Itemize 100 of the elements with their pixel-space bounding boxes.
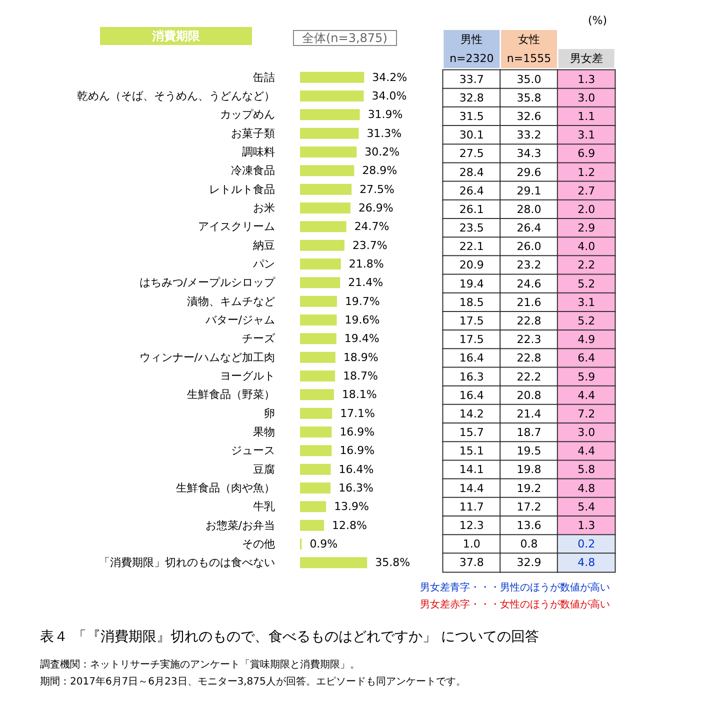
y-tick-label: 果物	[253, 426, 275, 438]
data-label: 16.4	[459, 388, 484, 402]
data-label: 22.2	[516, 370, 542, 384]
y-tick-label: バター/ジャム	[204, 314, 275, 326]
data-label: 30.1	[459, 128, 484, 142]
bar	[300, 90, 364, 102]
data-label: 2.0	[578, 202, 596, 216]
data-label: 33.7	[459, 72, 484, 86]
y-tick-label: 缶詰	[253, 70, 275, 84]
data-label: 24.6	[516, 277, 542, 290]
bar	[300, 240, 344, 251]
data-label: 32.9	[516, 556, 542, 570]
data-label: 20.8	[516, 388, 542, 402]
data-label: 11.7	[459, 500, 484, 514]
data-label: 21.4%	[348, 276, 384, 290]
data-label: 5.2	[578, 277, 596, 290]
data-label: 13.9%	[334, 500, 370, 514]
bar	[300, 520, 324, 531]
data-label: 16.9%	[340, 444, 375, 458]
data-label: 16.3	[459, 370, 484, 384]
data-label: 1.3	[578, 519, 596, 532]
bar	[300, 184, 352, 195]
data-label: 6.9	[578, 147, 596, 160]
data-label: 34.2%	[372, 70, 408, 84]
data-label: 18.5	[459, 296, 484, 309]
data-label: 23.5	[459, 222, 484, 235]
bar	[300, 146, 357, 158]
data-label: 2.7	[578, 184, 596, 198]
data-label: 1.3	[578, 72, 596, 86]
bar	[300, 482, 331, 494]
y-tick-label: 乾めん（そば、そうめん、うどんなど）	[77, 90, 275, 102]
data-label: 32.6	[516, 110, 542, 123]
bar	[300, 258, 341, 270]
y-tick-label: レトルト食品	[209, 182, 275, 196]
data-label: 4.0	[578, 240, 596, 254]
data-label: 16.3%	[338, 482, 374, 494]
data-label: 31.9%	[368, 108, 403, 122]
data-label: 3.1	[578, 296, 596, 309]
bar	[300, 314, 337, 326]
data-label: 21.4	[516, 407, 542, 420]
data-label: 18.7%	[343, 370, 378, 382]
data-label: 14.4	[459, 482, 484, 495]
bar	[300, 445, 332, 456]
data-label: 2.2	[578, 258, 596, 272]
bar	[300, 389, 334, 400]
y-tick-label: 「消費期限」切れのものは食べない	[99, 556, 275, 570]
text: 男女差赤字・・・女性のほうが数値が高い	[420, 598, 610, 610]
data-label: 28.9%	[362, 164, 398, 178]
y-tick-label: 卵	[264, 406, 275, 420]
data-label: 20.9	[459, 258, 484, 272]
y-tick-label: お惣菜/お弁当	[205, 518, 275, 532]
bar	[300, 370, 336, 382]
bar	[300, 296, 337, 307]
data-label: 28.0	[516, 202, 542, 216]
data-label: 4.4	[578, 388, 596, 402]
x-tick-label: 男性 n=2320	[450, 33, 494, 65]
data-label: 16.4%	[338, 462, 374, 476]
text: 男女差青字・・・男性のほうが数値が高い	[420, 582, 610, 594]
data-label: 22.3	[516, 333, 542, 346]
data-label: 26.0	[516, 240, 542, 254]
bar	[300, 408, 332, 419]
x-tick-label: 女性 n=1555	[506, 33, 552, 65]
bar	[300, 557, 368, 568]
y-tick-label: 豆腐	[253, 462, 275, 476]
data-label: 35.8%	[375, 556, 410, 570]
data-label: 32.8	[459, 91, 484, 104]
data-label: 35.8	[516, 91, 542, 104]
bar	[300, 352, 336, 363]
bar	[300, 202, 350, 214]
data-label: 23.2	[516, 258, 542, 272]
bar	[300, 128, 359, 139]
data-label: 1.2	[578, 166, 596, 179]
data-label: 26.4	[516, 222, 542, 235]
bar	[300, 109, 360, 120]
data-label: 6.4	[578, 352, 596, 365]
data-label: 5.2	[578, 314, 596, 328]
data-label: 4.8	[578, 482, 596, 495]
data-label: 15.1	[459, 444, 484, 458]
data-label: 19.2	[516, 482, 542, 495]
data-label: 21.6	[516, 296, 542, 309]
y-tick-label: アイスクリーム	[198, 220, 275, 234]
data-label: 19.7%	[344, 294, 380, 308]
data-label: 17.5	[459, 314, 484, 328]
data-label: 3.1	[578, 128, 596, 142]
data-label: 0.2	[578, 538, 596, 551]
data-label: 14.2	[459, 407, 484, 420]
bar	[300, 464, 331, 475]
data-label: 3.0	[578, 91, 596, 104]
data-label: 27.5%	[360, 182, 395, 196]
y-tick-label: 生鮮食品（野菜）	[187, 388, 275, 402]
data-label: 22.8	[516, 352, 542, 365]
data-label: 28.4	[459, 166, 484, 179]
data-label: 26.4	[459, 184, 484, 198]
data-label: 19.6%	[344, 314, 380, 326]
bar	[300, 221, 346, 232]
y-tick-label: 牛乳	[253, 500, 275, 514]
data-label: 4.4	[578, 444, 596, 458]
data-label: 34.0%	[372, 90, 407, 102]
data-label: 18.1%	[342, 388, 377, 402]
bar	[300, 501, 326, 512]
